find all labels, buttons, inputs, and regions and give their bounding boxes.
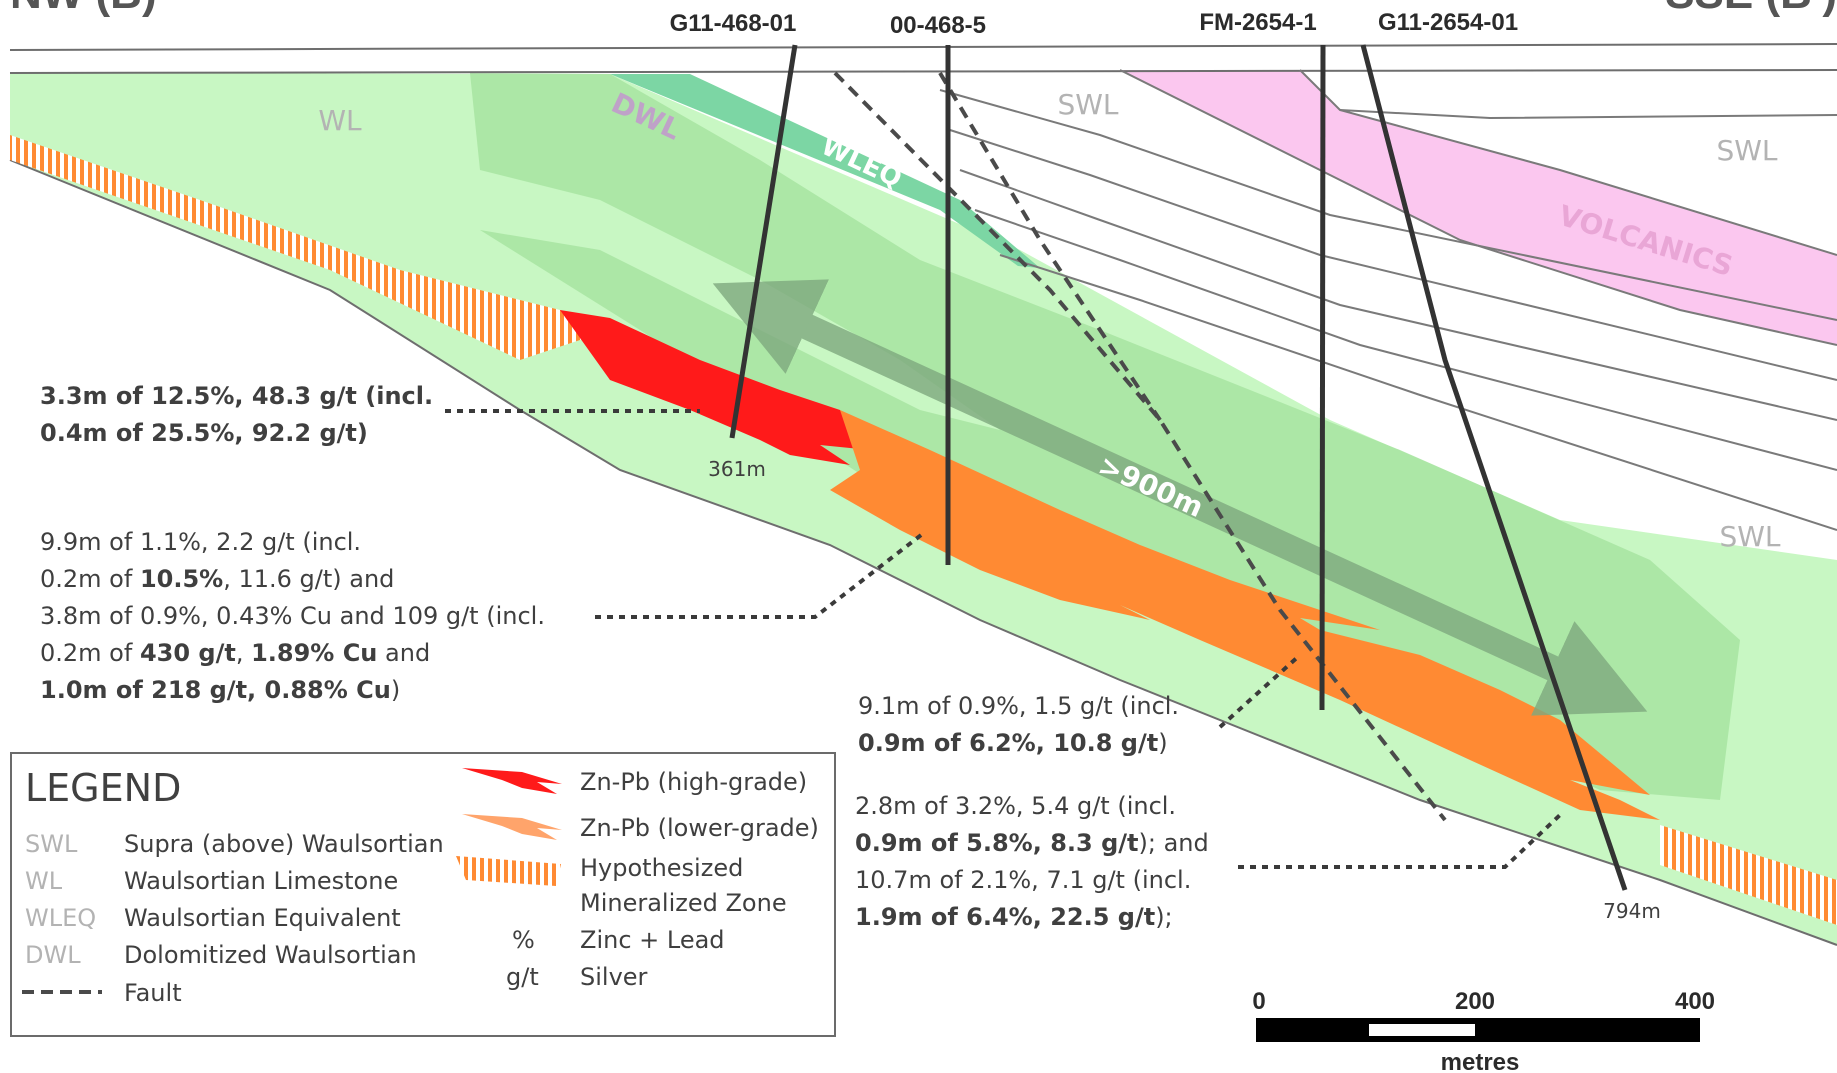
assay-line: ); and	[1138, 829, 1209, 857]
unit-label-swl: SWL	[1716, 134, 1777, 167]
drillhole-trace	[1319, 44, 1326, 711]
legend-unit-desc: Zinc + Lead	[580, 926, 725, 954]
legend-unit-desc: Waulsortian Limestone	[124, 867, 399, 895]
assay-line: 0.9m of 5.8%, 8.3 g/t	[855, 829, 1139, 857]
assay-line: 9.1m of 0.9%, 1.5 g/t (incl.	[858, 692, 1180, 720]
legend-symbol-desc: Zn-Pb (high-grade)	[580, 768, 808, 796]
legend-unit-abbr: WLEQ	[25, 904, 97, 932]
assay-line: 0.2m of	[40, 565, 140, 593]
fault-line	[938, 71, 1162, 422]
legend-fault-label: Fault	[124, 979, 182, 1007]
hypothesized-zone-symbol	[456, 856, 561, 886]
extent-arrow	[712, 279, 1648, 716]
legend-title: LEGEND	[25, 766, 182, 810]
assay-annotation-3: 9.1m of 0.9%, 1.5 g/t (incl. 0.9m of 6.2…	[858, 688, 1179, 762]
scale-unit-label: metres	[1441, 1049, 1520, 1073]
lower-grade-symbol	[462, 814, 562, 840]
assay-line: 1.89% Cu	[251, 639, 378, 667]
unit-label-wl: WL	[318, 104, 362, 137]
assay-line: );	[1155, 903, 1173, 931]
assay-line: 3.8m of 0.9%, 0.43% Cu and 109 g/t (incl…	[40, 602, 545, 630]
section-end-label: SSE (B')	[1665, 0, 1837, 18]
section-start-label: NW (B)	[10, 0, 157, 18]
assay-line: 0.9m of 6.2%, 10.8 g/t	[858, 729, 1159, 757]
scale-bar: 0 200 400 metres	[1252, 988, 1715, 1073]
assay-line: 10.5%	[139, 565, 224, 593]
legend-unit-desc: Silver	[580, 963, 648, 991]
legend-unit-abbr: %	[512, 926, 535, 954]
scale-tick-label: 400	[1675, 988, 1715, 1015]
assay-line: 430 g/t	[139, 639, 236, 667]
assay-line: )	[1158, 729, 1168, 757]
unit-label-swl: SWL	[1057, 88, 1118, 121]
assay-line: 0.2m of	[40, 639, 140, 667]
legend-symbol-desc: Hypothesized	[580, 854, 744, 882]
drillhole-label: FM-2654-1	[1199, 9, 1316, 36]
legend-unit-desc: Dolomitized Waulsortian	[124, 941, 417, 969]
unit-label-swl: SWL	[1719, 520, 1780, 553]
high-grade-symbol	[462, 768, 562, 794]
assay-line: 10.7m of 2.1%, 7.1 g/t (incl.	[855, 866, 1192, 894]
drillhole-label: G11-2654-01	[1378, 9, 1518, 36]
bedrock-surface-line	[9, 69, 1837, 74]
scale-tick-label: 0	[1252, 988, 1265, 1015]
scale-tick-label: 200	[1455, 988, 1495, 1015]
ground-surface-line	[9, 43, 1837, 51]
assay-line: 9.9m of 1.1%, 2.2 g/t (incl.	[40, 528, 362, 556]
legend-unit-abbr: g/t	[506, 963, 539, 991]
leader-lines	[445, 409, 1562, 869]
assay-annotation-2: 9.9m of 1.1%, 2.2 g/t (incl. 0.2m of 10.…	[40, 524, 545, 709]
drillhole-trace	[729, 44, 798, 439]
legend-box: LEGEND SWL Supra (above) Waulsortian WL …	[10, 752, 836, 1037]
legend-symbol-desc: Zn-Pb (lower-grade)	[580, 814, 819, 842]
assay-line: 0.4m of 25.5%, 92.2 g/t)	[40, 419, 368, 447]
legend-unit-abbr: DWL	[25, 941, 81, 969]
assay-line: )	[390, 676, 401, 704]
hypothesized-zone-right	[1660, 825, 1837, 925]
fault-line	[833, 71, 1447, 822]
assay-annotation-1: 3.3m of 12.5%, 48.3 g/t (incl. 0.4m of 2…	[40, 378, 433, 452]
drillhole-label: G11-468-01	[670, 10, 797, 37]
drillhole-depth-label: 794m	[1603, 899, 1661, 923]
assay-line: 1.0m of 218 g/t, 0.88% Cu	[40, 676, 391, 704]
drillhole-label: 00-468-5	[890, 12, 986, 39]
volcanics-unit-area	[1120, 70, 1837, 345]
legend-unit-desc: Waulsortian Equivalent	[124, 904, 401, 932]
assay-line: 3.3m of 12.5%, 48.3 g/t (incl.	[40, 382, 434, 410]
hypothesized-zone-left	[10, 135, 610, 360]
assay-line: 2.8m of 3.2%, 5.4 g/t (incl.	[855, 792, 1177, 820]
legend-symbol-desc: Mineralized Zone	[580, 889, 787, 917]
drillhole-depth-label: 361m	[708, 457, 766, 481]
legend-unit-abbr: SWL	[25, 830, 78, 858]
assay-annotation-4: 2.8m of 3.2%, 5.4 g/t (incl. 0.9m of 5.8…	[855, 788, 1209, 936]
assay-line: , 11.6 g/t) and	[223, 565, 395, 593]
assay-line: 1.9m of 6.4%, 22.5 g/t	[855, 903, 1156, 931]
assay-line: and	[377, 639, 431, 667]
wleq-unit-area	[610, 74, 1040, 268]
legend-unit-abbr: WL	[25, 867, 63, 895]
legend-unit-desc: Supra (above) Waulsortian	[124, 830, 444, 858]
fault-symbol	[22, 990, 102, 994]
assay-line: ,	[235, 639, 252, 667]
drillhole-trace	[1360, 44, 1628, 891]
